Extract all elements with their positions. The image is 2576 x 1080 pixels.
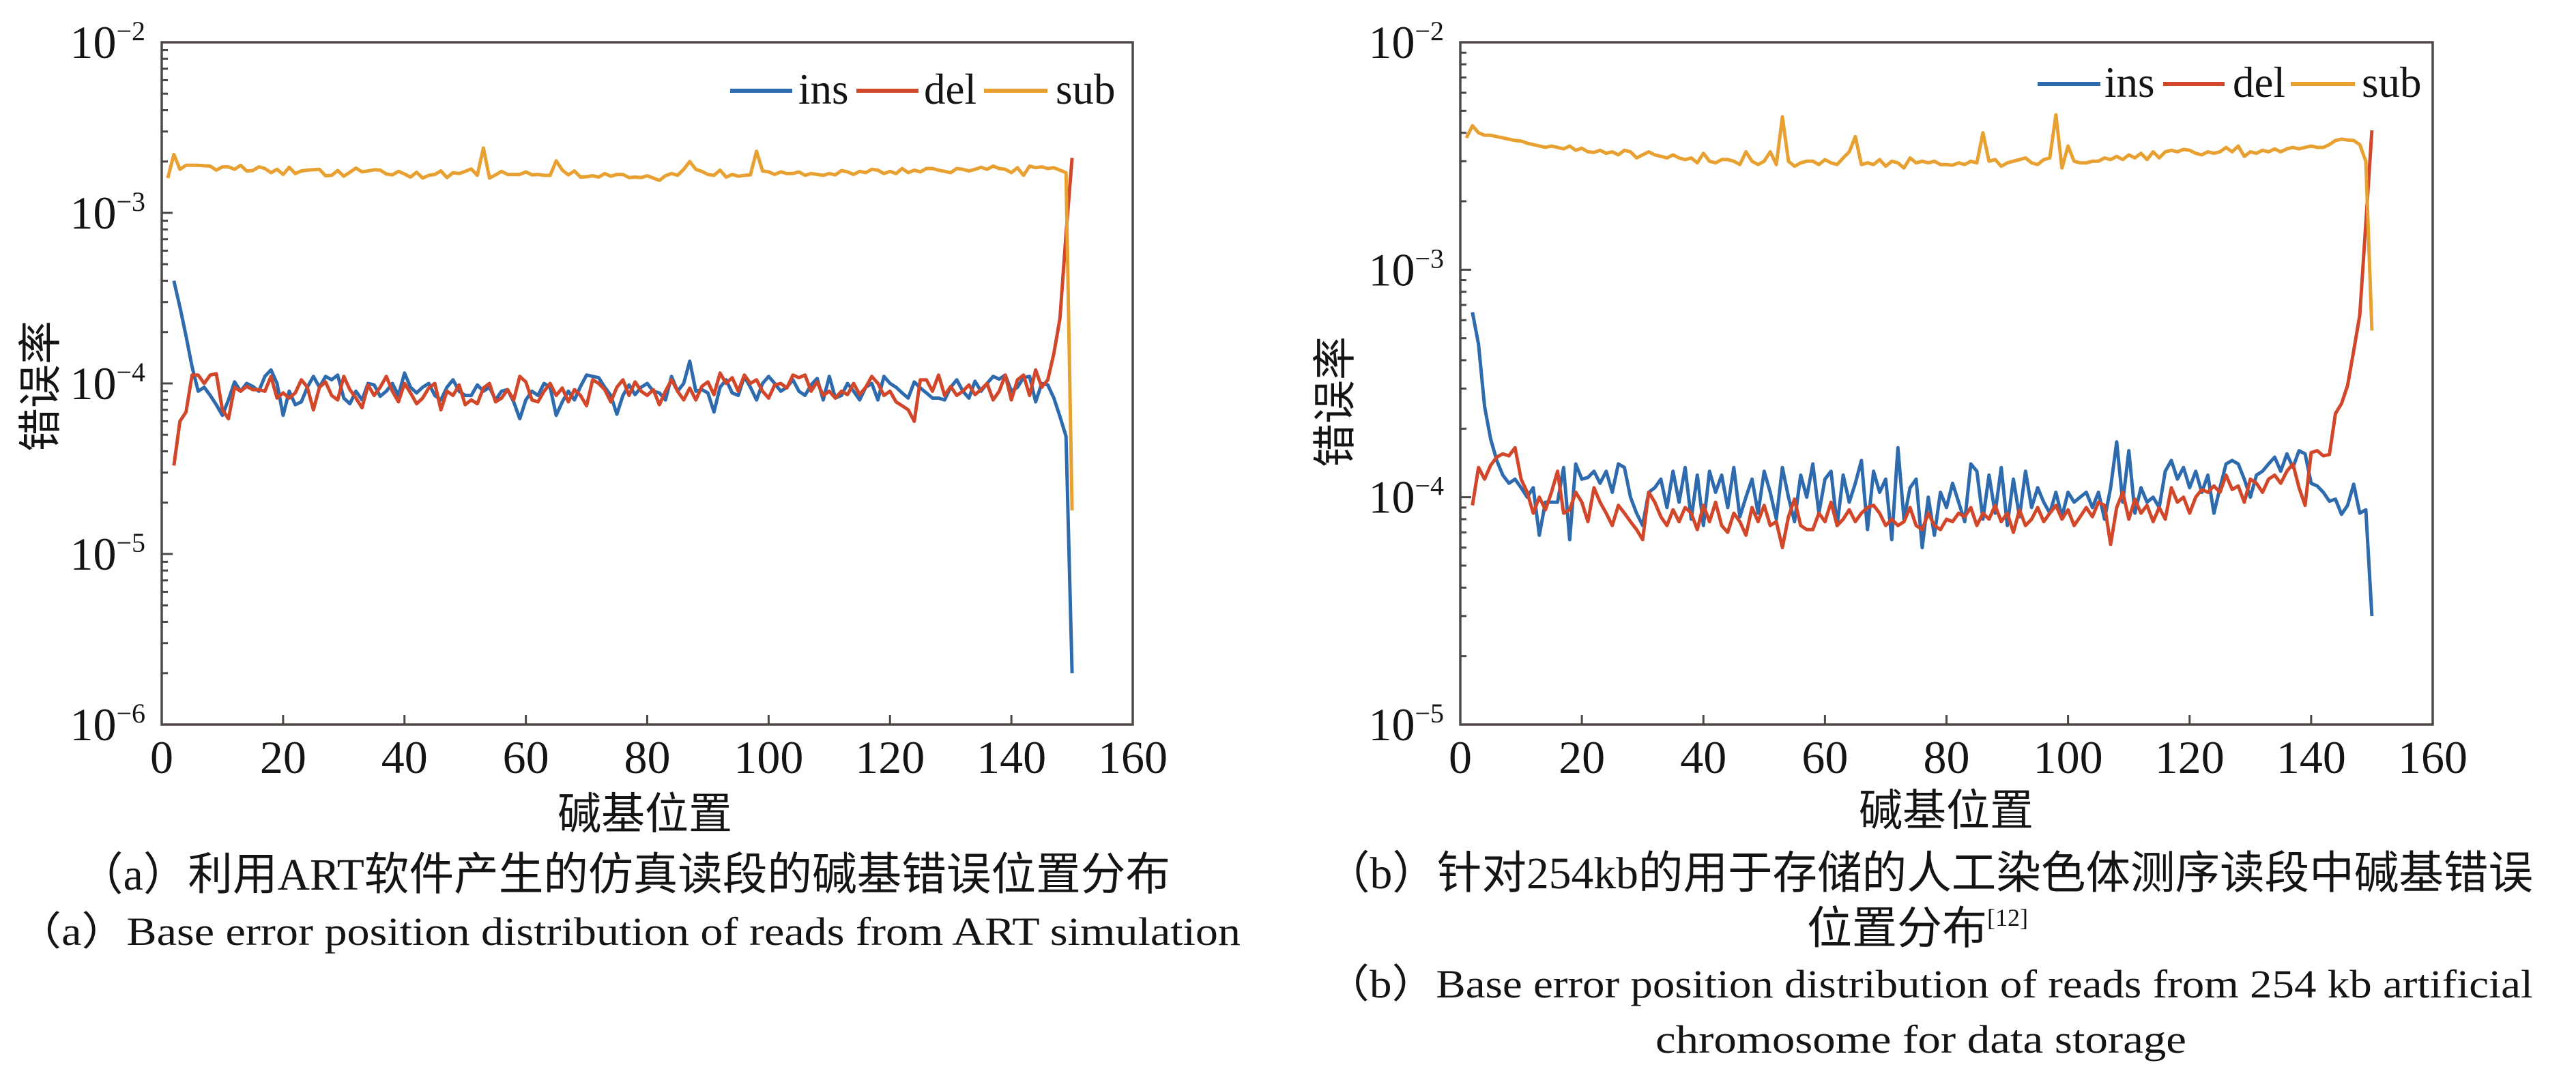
x-tick-label: 140 [976, 731, 1046, 783]
caption-zh: （a）利用ART软件产生的仿真读段的碱基错误位置分布 [78, 850, 1170, 900]
x-tick-label: 20 [1559, 731, 1605, 783]
y-tick-base: 10 [1368, 16, 1415, 68]
x-tick-label: 80 [1924, 731, 1970, 783]
legend-item-sub: sub [984, 65, 1116, 113]
series-line-ins [1471, 312, 2374, 617]
x-tick-label: 160 [2398, 731, 2468, 783]
y-tick-base: 10 [1368, 471, 1415, 523]
y-axis-label: 错误率 [1312, 336, 1360, 467]
legend: ins del sub [2038, 59, 2422, 106]
x-axis-ticks: 0 20 40 60 80 100 120 140 160 [150, 715, 1168, 783]
y-tick-label: 10−2 [1368, 16, 1444, 68]
series-group [1464, 113, 2374, 617]
y-tick-base: 10 [70, 187, 116, 239]
y-axis-ticks: 10−210−310−410−510−6 [70, 16, 173, 750]
legend-label: ins [798, 65, 849, 113]
plot-area-a: 10−210−310−410−510−60 20 40 60 80 100 120 140 16… [70, 16, 1168, 783]
y-tick-exponent: −4 [116, 357, 145, 388]
legend-item-ins: ins [2038, 59, 2155, 106]
legend-label: del [924, 65, 976, 113]
series-line-del [172, 158, 1074, 466]
x-tick-label: 100 [734, 731, 803, 783]
legend-label: del [2233, 59, 2285, 106]
x-tick-label: 0 [150, 731, 173, 783]
y-tick-exponent: −5 [1415, 698, 1444, 729]
y-tick-exponent: −2 [1415, 16, 1444, 46]
x-axis-ticks: 0 20 40 60 80 100 120 140 160 [1449, 715, 2468, 783]
x-tick-label: 120 [855, 731, 925, 783]
y-tick-exponent: −6 [116, 698, 145, 729]
x-tick-label: 40 [1680, 731, 1726, 783]
caption-zh-line-2: 位置分布[12] [1807, 904, 2028, 954]
x-tick-label: 80 [624, 731, 671, 783]
y-tick-label: 10−5 [1368, 698, 1444, 750]
x-tick-label: 160 [1098, 731, 1168, 783]
y-tick-label: 10−6 [70, 698, 145, 750]
x-tick-label: 120 [2155, 731, 2225, 783]
y-tick-exponent: −3 [1415, 243, 1444, 274]
series-line-ins [172, 280, 1074, 673]
y-tick-base: 10 [70, 16, 116, 68]
y-tick-base: 10 [70, 357, 116, 409]
y-tick-base: 10 [1368, 699, 1415, 750]
caption-en: （a）Base error position distribution of r… [16, 909, 1241, 954]
legend-item-ins: ins [730, 65, 849, 113]
x-axis-label: 碱基位置 [558, 790, 732, 838]
x-tick-label: 140 [2276, 731, 2346, 783]
legend-label: sub [1056, 65, 1116, 113]
legend-item-del: del [2163, 59, 2285, 106]
plot-area-b: 10−210−310−410−50 20 40 60 80 100 120 140 160ins… [1368, 16, 2468, 783]
y-tick-base: 10 [70, 528, 116, 580]
caption-zh-line-1: （b）针对254kb的用于存储的人工染色体测序读段中碱基错误 [1325, 849, 2533, 899]
y-axis-ticks: 10−210−310−410−5 [1368, 16, 1471, 750]
x-tick-label: 40 [381, 731, 428, 783]
series-line-sub [166, 146, 1074, 511]
legend-item-sub: sub [2291, 59, 2422, 106]
caption-en-line-2: chromosome for data storage [1655, 1017, 2186, 1062]
panel-a: 10−210−310−410−510−60 20 40 60 80 100 120 140 16… [16, 16, 1241, 954]
y-tick-exponent: −5 [116, 527, 145, 558]
citation-reference: [12] [1987, 904, 2028, 931]
y-tick-label: 10−5 [70, 527, 145, 580]
y-tick-exponent: −2 [116, 16, 145, 46]
y-axis-label: 错误率 [17, 321, 66, 452]
y-tick-label: 10−3 [70, 186, 145, 239]
legend-label: sub [2362, 59, 2422, 106]
y-tick-label: 10−2 [70, 16, 145, 68]
y-tick-base: 10 [70, 699, 116, 750]
y-tick-exponent: −4 [1415, 471, 1444, 501]
x-tick-label: 0 [1449, 731, 1472, 783]
x-tick-label: 60 [1801, 731, 1848, 783]
x-axis-label: 碱基位置 [1859, 787, 2034, 835]
caption-en-line-1: （b）Base error position distribution of r… [1325, 962, 2533, 1006]
series-line-sub [1464, 113, 2374, 331]
y-tick-label: 10−4 [70, 357, 145, 409]
x-tick-label: 20 [260, 731, 306, 783]
x-tick-label: 60 [503, 731, 549, 783]
panel-b: 10−210−310−410−50 20 40 60 80 100 120 140 160ins… [1312, 16, 2534, 1062]
caption-zh-line-2-text: 位置分布 [1807, 904, 1987, 954]
series-group [166, 146, 1074, 673]
legend: ins del sub [730, 65, 1116, 113]
y-tick-base: 10 [1368, 244, 1415, 295]
y-tick-label: 10−3 [1368, 243, 1444, 295]
legend-item-del: del [856, 65, 976, 113]
y-tick-label: 10−4 [1368, 471, 1444, 523]
y-tick-exponent: −3 [116, 186, 145, 217]
legend-label: ins [2104, 59, 2155, 106]
x-tick-label: 100 [2034, 731, 2103, 783]
series-line-del [1471, 130, 2374, 550]
